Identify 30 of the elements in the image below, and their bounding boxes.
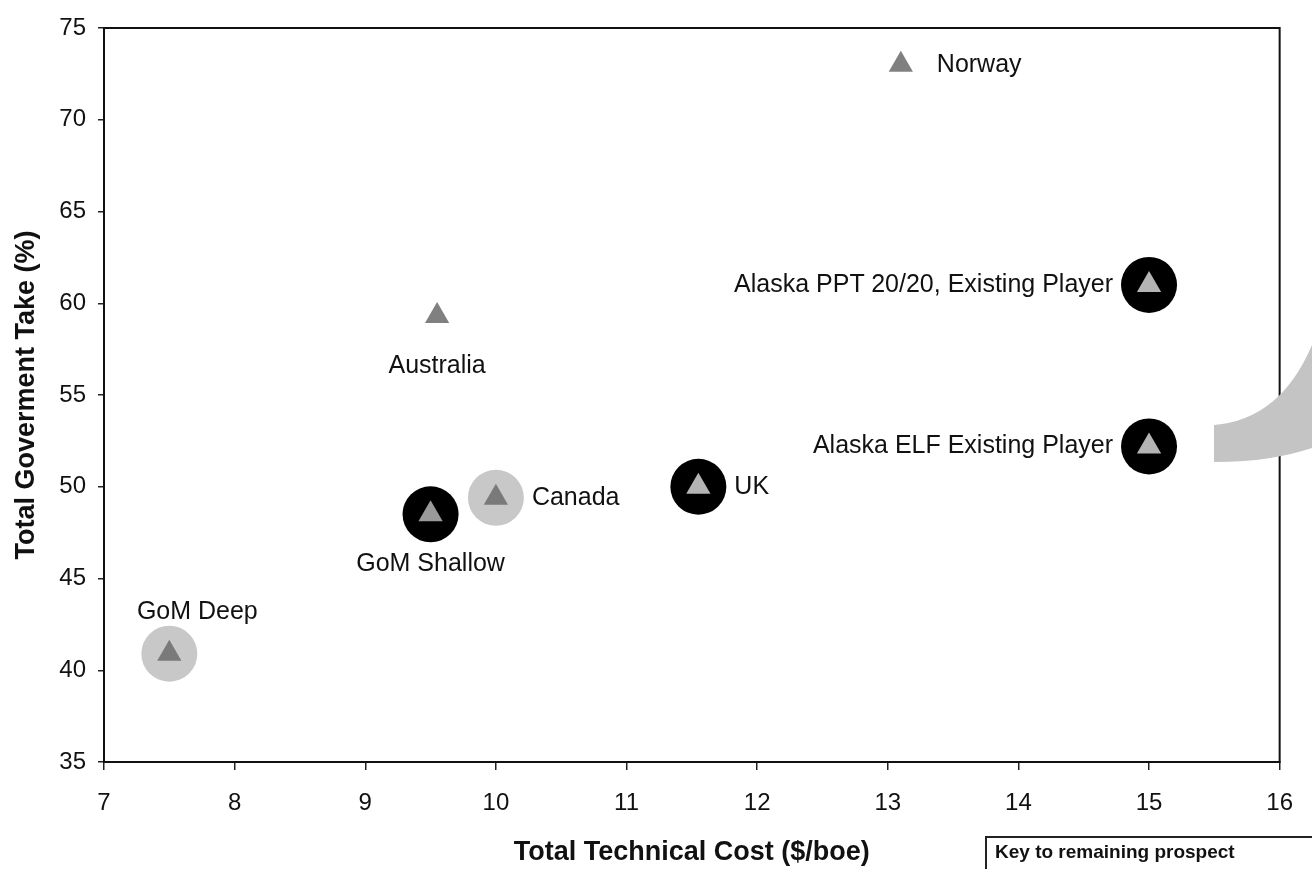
x-tick-label: 15 xyxy=(1135,788,1163,816)
text: Key to remaining prospect xyxy=(995,841,1235,863)
x-tick-label: 11 xyxy=(614,788,639,816)
x-tick-label: 7 xyxy=(97,788,111,816)
y-tick-label: 35 xyxy=(59,746,86,774)
annotation: Australia xyxy=(388,349,486,378)
annotation: GoM Shallow xyxy=(356,548,506,577)
annotation: Alaska PPT 20/20, Existing Player xyxy=(734,268,1114,297)
x-tick-label: 14 xyxy=(1005,788,1032,816)
y-tick-label: 55 xyxy=(59,379,86,407)
y-tick-label: 45 xyxy=(59,563,86,591)
x-axis-title: Total Technical Cost ($/boe) xyxy=(513,836,870,867)
x-tick-label: 16 xyxy=(1266,788,1293,816)
annotation: UK xyxy=(734,470,770,499)
y-tick-label: 60 xyxy=(59,287,86,315)
y-axis-title: Total Goverment Take (%) xyxy=(9,230,40,560)
y-tick-label: 50 xyxy=(59,471,86,499)
y-tick-label: 70 xyxy=(59,104,86,132)
annotation: GoM Deep xyxy=(136,595,258,624)
annotation: Norway xyxy=(936,48,1023,77)
y-tick-label: 65 xyxy=(59,196,86,224)
x-tick-label: 9 xyxy=(358,788,372,816)
x-tick-label: 10 xyxy=(482,788,510,816)
annotation: Canada xyxy=(531,481,620,510)
x-tick-label: 12 xyxy=(743,788,771,816)
x-tick-label: 13 xyxy=(874,788,902,816)
y-tick-label: 75 xyxy=(59,12,86,40)
y-tick-label: 40 xyxy=(59,654,86,682)
annotation: Alaska ELF Existing Player xyxy=(812,430,1114,459)
x-tick-label: 8 xyxy=(227,788,242,816)
